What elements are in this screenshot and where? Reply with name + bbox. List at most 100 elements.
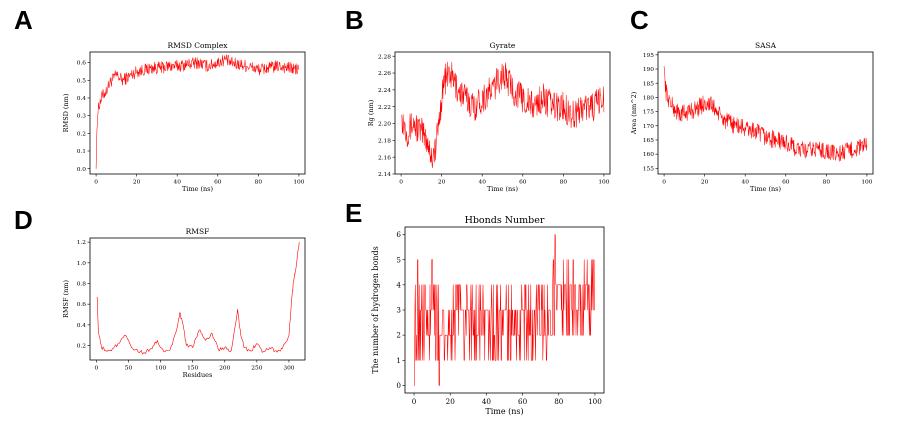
y-axis-label-a: RMSD (nm) <box>62 93 70 132</box>
x-tick-label-e: 100 <box>588 397 602 406</box>
x-tick-label-a: 40 <box>173 180 181 186</box>
chart-title-e: Hbonds Number <box>465 215 545 226</box>
y-tick-label-d: 1.2 <box>77 240 87 246</box>
series-line-a <box>95 54 299 169</box>
x-tick-label-b: 20 <box>438 180 446 186</box>
y-tick-label-e: 5 <box>396 255 401 264</box>
y-tick-label-e: 3 <box>396 306 401 315</box>
y-tick-label-d: 0.2 <box>77 344 87 350</box>
y-tick-label-c: 180 <box>643 95 654 101</box>
x-tick-label-c: 0 <box>662 180 666 186</box>
series-line-e <box>414 234 595 386</box>
y-tick-label-c: 170 <box>643 124 654 130</box>
x-tick-label-a: 100 <box>293 180 304 186</box>
plot-frame-e <box>404 226 605 394</box>
x-tick-label-a: 80 <box>255 180 263 186</box>
y-tick-label-a: 0.0 <box>77 167 87 173</box>
y-tick-label-d: 0.4 <box>77 323 87 329</box>
y-tick-label-e: 6 <box>396 230 401 239</box>
panel-letter-a: A <box>14 5 33 35</box>
x-tick-label-d: 50 <box>125 366 133 372</box>
x-tick-label-e: 20 <box>446 397 456 406</box>
x-tick-label-e: 40 <box>482 397 492 406</box>
plot-frame-a <box>89 51 306 175</box>
x-tick-label-a: 0 <box>94 180 98 186</box>
x-tick-label-e: 0 <box>412 397 417 406</box>
x-tick-label-d: 200 <box>219 366 230 372</box>
y-tick-label-e: 2 <box>396 331 401 340</box>
y-tick-label-b: 2.14 <box>378 172 391 178</box>
x-tick-label-a: 20 <box>133 180 141 186</box>
y-tick-label-d: 1.0 <box>77 261 87 267</box>
x-tick-label-d: 300 <box>283 366 294 372</box>
plot-frame-c <box>657 51 874 175</box>
x-tick-label-c: 20 <box>701 180 709 186</box>
panel-letter-e: E <box>345 198 363 228</box>
y-tick-label-c: 195 <box>643 53 654 59</box>
y-tick-label-a: 0.2 <box>77 131 87 137</box>
x-tick-label-e: 80 <box>554 397 564 406</box>
y-tick-label-e: 0 <box>396 381 401 390</box>
x-tick-label-a: 60 <box>214 180 222 186</box>
panel-letter-b: B <box>345 5 364 35</box>
y-tick-label-a: 0.5 <box>77 78 87 84</box>
x-axis-label-c: Time (ns) <box>750 185 782 193</box>
y-axis-label-e: The number of hydrogen bonds <box>371 246 380 374</box>
y-tick-label-c: 175 <box>643 110 654 116</box>
x-tick-label-c: 40 <box>741 180 749 186</box>
chart-title-d: RMSF <box>186 227 210 236</box>
x-tick-label-e: 60 <box>518 397 528 406</box>
chart-title-c: SASA <box>755 41 777 50</box>
y-tick-label-b: 2.22 <box>378 105 391 111</box>
x-axis-label-a: Time (ns) <box>182 185 214 193</box>
y-tick-label-c: 185 <box>643 81 654 87</box>
y-tick-label-e: 4 <box>396 280 401 289</box>
y-tick-label-c: 155 <box>643 166 654 172</box>
x-tick-label-d: 0 <box>95 366 99 372</box>
x-tick-label-d: 100 <box>155 366 166 372</box>
x-axis-label-d: Residues <box>183 371 213 379</box>
y-axis-label-b: Rg (nm) <box>367 99 375 126</box>
x-tick-label-d: 250 <box>251 366 262 372</box>
y-tick-label-a: 0.4 <box>77 96 87 102</box>
x-tick-label-b: 0 <box>399 180 403 186</box>
y-tick-label-a: 0.6 <box>77 61 87 67</box>
x-tick-label-b: 100 <box>598 180 609 186</box>
chart-title-b: Gyrate <box>490 41 516 50</box>
x-tick-label-c: 80 <box>823 180 831 186</box>
y-axis-label-c: Area (nm^2) <box>630 91 638 135</box>
y-tick-label-d: 0.6 <box>77 302 87 308</box>
x-tick-label-b: 60 <box>519 180 527 186</box>
x-axis-label-e: Time (ns) <box>485 407 523 416</box>
chart-title-a: RMSD Complex <box>167 41 228 50</box>
y-tick-label-e: 1 <box>396 356 401 365</box>
series-line-b <box>400 61 605 169</box>
x-tick-label-b: 40 <box>478 180 486 186</box>
y-tick-label-c: 190 <box>643 67 654 73</box>
x-tick-label-d: 150 <box>187 366 198 372</box>
panel-letter-d: D <box>14 205 33 235</box>
y-tick-label-b: 2.20 <box>378 122 391 128</box>
y-tick-label-d: 0.8 <box>77 282 87 288</box>
y-axis-label-d: RMSF (nm) <box>62 280 70 318</box>
plot-frame-b <box>394 51 611 175</box>
x-tick-label-b: 80 <box>560 180 568 186</box>
y-tick-label-c: 160 <box>643 152 654 158</box>
series-line-c <box>663 66 868 162</box>
panel-letter-c: C <box>630 5 649 35</box>
plot-frame-d <box>89 237 306 361</box>
y-tick-label-b: 2.16 <box>378 155 391 161</box>
x-tick-label-c: 100 <box>861 180 872 186</box>
x-tick-label-c: 60 <box>782 180 790 186</box>
series-line-d <box>96 242 300 355</box>
y-tick-label-b: 2.28 <box>378 54 391 60</box>
y-tick-label-b: 2.24 <box>378 88 391 94</box>
y-tick-label-b: 2.18 <box>378 138 391 144</box>
y-tick-label-b: 2.26 <box>378 71 391 77</box>
y-tick-label-c: 165 <box>643 138 654 144</box>
